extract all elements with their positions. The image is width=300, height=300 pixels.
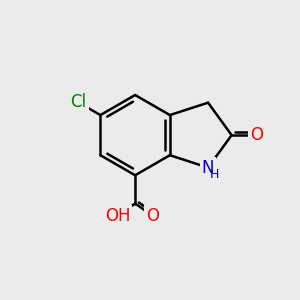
Text: N: N <box>202 159 214 177</box>
Text: OH: OH <box>105 207 130 225</box>
Text: H: H <box>210 168 220 181</box>
Text: O: O <box>250 126 263 144</box>
Text: Cl: Cl <box>70 93 87 111</box>
Text: O: O <box>146 207 159 225</box>
